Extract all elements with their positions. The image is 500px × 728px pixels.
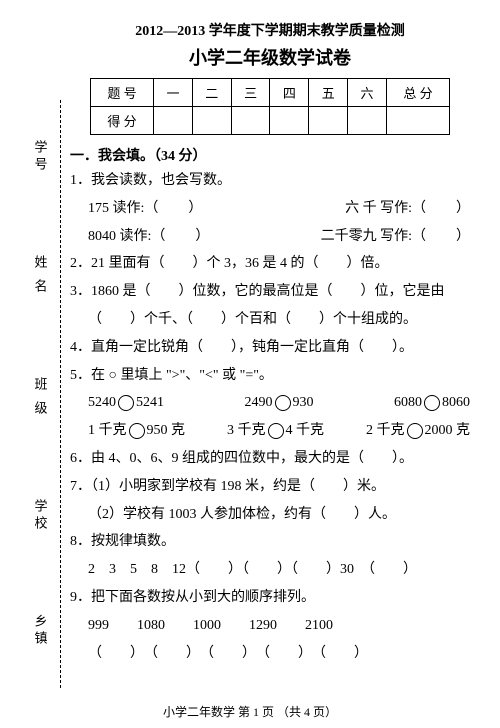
score-header-row: 题 号 一 二 三 四 五 六 总 分 xyxy=(91,79,450,107)
fold-line xyxy=(60,100,61,688)
binding-school: 学校 xyxy=(31,499,50,533)
q7-line2: （2）学校有 1003 人参加体检，约有（ ）人。 xyxy=(70,503,470,527)
q8-seq: 2 3 5 8 12（ ）（ ）（ ）30 （ ） xyxy=(70,558,470,582)
q1-row1: 175 读作:（） 六 千 写作:（） xyxy=(70,197,470,221)
q2: 2．21 里面有（ ）个 3，36 是 4 的（ ）倍。 xyxy=(70,252,470,276)
q5-row2: 1 千克950 克 3 千克4 千克 2 千克2000 克 xyxy=(70,419,470,443)
binding-column: 学号 姓 名 班 级 学校 乡镇 xyxy=(20,100,60,688)
q1-row2: 8040 读作:（） 二千零九 写作:（） xyxy=(70,225,470,249)
binding-id: 学号 xyxy=(31,140,50,174)
q9-nums: 999 1080 1000 1290 2100 xyxy=(70,614,470,638)
score-label: 得 分 xyxy=(91,107,154,135)
page-footer: 小学二年数学 第 1 页 （共 4 页） xyxy=(0,703,500,720)
score-value-row: 得 分 xyxy=(91,107,450,135)
q8-label: 8．按规律填数。 xyxy=(70,530,470,554)
binding-class: 班 级 xyxy=(31,377,50,418)
q9-blanks: （ ） （ ） （ ） （ ） （ ） xyxy=(70,642,470,666)
binding-name: 姓 名 xyxy=(31,255,50,296)
q6: 6．由 4、0、6、9 组成的四位数中，最大的是（ ）。 xyxy=(70,447,470,471)
binding-town: 乡镇 xyxy=(31,614,50,648)
q5-label: 5．在 ○ 里填上 ">"、"<" 或 "="。 xyxy=(70,364,470,388)
q4: 4．直角一定比锐角（ ），钝角一定比直角（ ）。 xyxy=(70,336,470,360)
q7-line1: 7．（1）小明家到学校有 198 米，约是（ ）米。 xyxy=(70,475,470,499)
exam-title: 小学二年级数学试卷 xyxy=(70,44,470,70)
score-table: 题 号 一 二 三 四 五 六 总 分 得 分 xyxy=(90,78,450,135)
q5-row1: 52405241 2490930 60808060 xyxy=(70,391,470,415)
q9-label: 9．把下面各数按从小到大的顺序排列。 xyxy=(70,586,470,610)
col-label: 题 号 xyxy=(91,79,154,107)
exam-header-year: 2012—2013 学年度下学期期末教学质量检测 xyxy=(70,20,470,40)
q1-label: 1．我会读数，也会写数。 xyxy=(70,169,470,193)
q3-line2: （ ）个千、（ ）个百和（ ）个十组成的。 xyxy=(70,308,470,332)
q3-line1: 3．1860 是（ ）位数，它的最高位是（ ）位，它是由 xyxy=(70,280,470,304)
section-1-title: 一．我会填。（34 分） xyxy=(70,145,470,165)
